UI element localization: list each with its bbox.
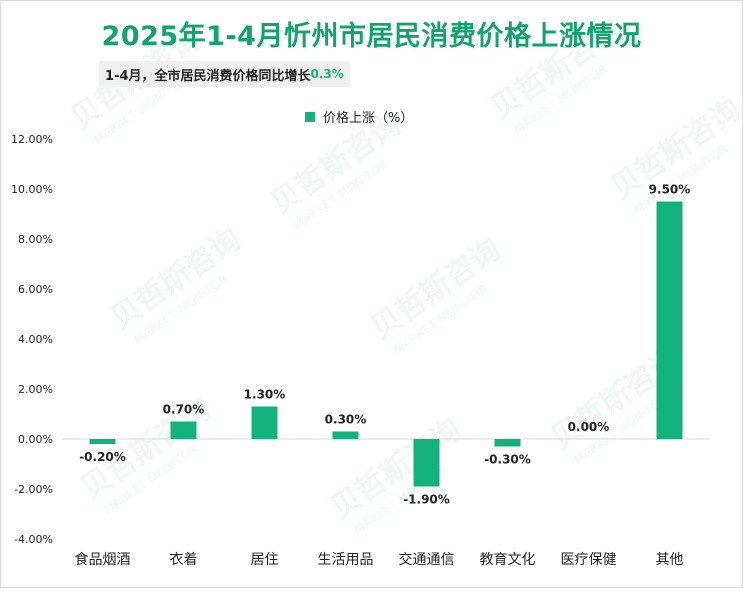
bar — [413, 439, 440, 487]
bar — [656, 201, 683, 439]
y-tick-label: 12.00% — [11, 133, 53, 146]
subtitle-text: 1-4月，全市居民消费价格同比增长 — [105, 68, 311, 84]
data-label: 1.30% — [244, 388, 286, 402]
y-tick-label: 2.00% — [18, 383, 53, 396]
bar — [332, 431, 359, 439]
y-tick-label: 10.00% — [11, 183, 53, 196]
bar — [251, 406, 278, 439]
bar — [89, 439, 116, 444]
category-label: 生活用品 — [318, 552, 374, 568]
y-tick-label: 4.00% — [18, 333, 53, 346]
category-label: 教育文化 — [480, 552, 536, 568]
category-label: 居住 — [251, 552, 279, 568]
legend: 价格上涨（%） — [305, 107, 413, 126]
category-label: 衣着 — [170, 552, 198, 568]
y-tick-label: -2.00% — [14, 483, 53, 496]
data-label: 9.50% — [649, 183, 691, 197]
data-label: -0.20% — [79, 450, 126, 464]
category-label: 食品烟酒 — [75, 551, 131, 568]
subtitle-highlight: 0.3% — [310, 67, 344, 81]
category-label: 医疗保健 — [561, 552, 617, 568]
category-label: 交通通信 — [399, 551, 455, 568]
bar — [170, 421, 197, 439]
data-label: 0.30% — [325, 413, 367, 427]
subtitle-box: 1-4月，全市居民消费价格同比增长 0.3% — [99, 61, 350, 87]
y-tick-label: 6.00% — [18, 283, 53, 296]
data-label: -1.90% — [403, 493, 450, 507]
data-label: -0.30% — [484, 453, 531, 467]
category-label: 其他 — [656, 552, 684, 568]
data-label: 0.00% — [568, 420, 610, 434]
chart-title: 2025年1-4月忻州市居民消费价格上涨情况 — [101, 21, 642, 52]
y-tick-label: 8.00% — [18, 233, 53, 246]
data-label: 0.70% — [163, 403, 205, 417]
legend-label: 价格上涨（%） — [323, 111, 414, 126]
legend-swatch — [305, 111, 315, 122]
y-tick-label: 0.00% — [18, 433, 53, 446]
y-tick-label: -4.00% — [14, 533, 53, 546]
bar — [494, 439, 521, 447]
